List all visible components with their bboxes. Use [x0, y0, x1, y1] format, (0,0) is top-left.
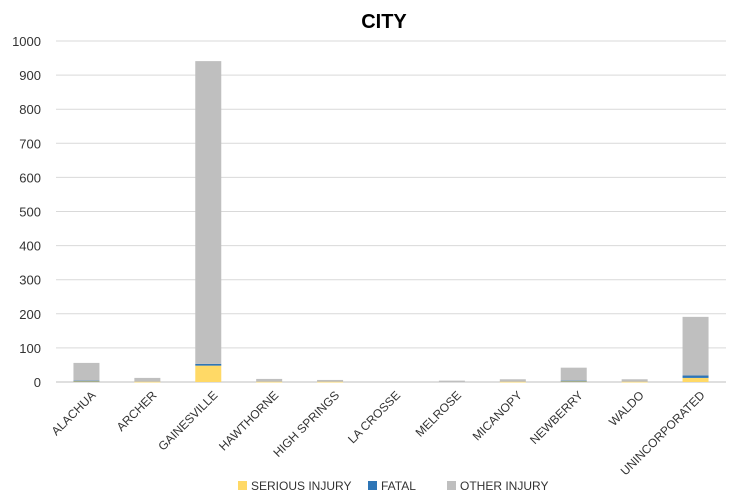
bar-other-injury — [256, 378, 283, 382]
bar-other-injury — [378, 381, 404, 383]
x-tick-label: GAINESVILLE — [155, 388, 220, 453]
bar-serious-injury — [195, 365, 222, 382]
bars — [73, 61, 709, 383]
bar-other-injury — [317, 379, 344, 382]
bar-other-injury — [134, 377, 161, 382]
y-tick-label: 400 — [19, 239, 41, 254]
x-tick-label: MICANOPY — [470, 388, 525, 443]
bar-other-injury — [73, 362, 100, 381]
x-tick-label: HIGH SPRINGS — [271, 388, 343, 460]
y-tick-label: 700 — [19, 136, 41, 151]
bar-serious-injury — [499, 381, 526, 383]
gridlines — [56, 40, 726, 383]
bar-other-injury — [438, 380, 465, 382]
bar-fatal — [682, 375, 709, 378]
bar-serious-injury — [560, 380, 587, 382]
x-tick-label: ALACHUA — [49, 388, 99, 438]
bar-fatal — [195, 363, 222, 366]
legend: SERIOUS INJURY FATAL OTHER INJURY — [238, 479, 548, 493]
bar-fatal — [73, 380, 100, 382]
y-tick-label: 600 — [19, 170, 41, 185]
bar-other-injury — [560, 367, 587, 381]
y-tick-label: 500 — [19, 205, 41, 220]
bar-other-injury — [195, 61, 222, 364]
legend-label: FATAL — [381, 479, 416, 493]
bar-serious-injury — [621, 381, 648, 383]
bar-serious-injury — [73, 380, 100, 382]
legend-swatch — [447, 481, 456, 490]
y-tick-label: 900 — [19, 68, 41, 83]
legend-label: OTHER INJURY — [460, 479, 548, 493]
chart-title: CITY — [361, 11, 407, 33]
bar-other-injury — [682, 316, 709, 376]
x-tick-label: MELROSE — [413, 388, 464, 439]
bar-other-injury — [621, 379, 648, 382]
bar-serious-injury — [317, 381, 344, 383]
bar-fatal — [560, 380, 587, 382]
y-tick-label: 200 — [19, 307, 41, 322]
bar-serious-injury — [682, 377, 709, 382]
y-tick-label: 0 — [34, 375, 41, 390]
bar-serious-injury — [134, 381, 161, 383]
bar-serious-injury — [256, 381, 283, 383]
y-tick-label: 100 — [19, 341, 41, 356]
y-tick-label: 300 — [19, 273, 41, 288]
x-tick-label: ARCHER — [114, 388, 160, 434]
legend-swatch — [368, 481, 377, 490]
y-axis-ticks: 0 100 200 300 400 500 600 700 800 900 1000 — [12, 34, 41, 390]
x-tick-label: HAWTHORNE — [216, 388, 281, 453]
x-tick-label: NEWBERRY — [527, 388, 586, 447]
y-tick-label: 800 — [19, 102, 41, 117]
x-tick-label: WALDO — [606, 388, 647, 429]
bar-other-injury — [499, 379, 526, 382]
legend-swatch — [238, 481, 247, 490]
y-tick-label: 1000 — [12, 34, 41, 49]
x-tick-label: LA CROSSE — [345, 388, 403, 446]
legend-label: SERIOUS INJURY — [251, 479, 351, 493]
